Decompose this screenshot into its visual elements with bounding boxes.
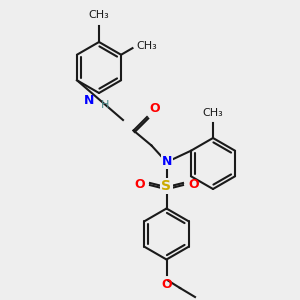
Text: S: S (161, 179, 172, 193)
Text: O: O (188, 178, 199, 191)
Text: H: H (101, 100, 109, 110)
Text: N: N (162, 155, 172, 168)
Text: CH₃: CH₃ (88, 11, 110, 20)
Text: O: O (149, 102, 160, 115)
Text: N: N (84, 94, 94, 106)
Text: CH₃: CH₃ (137, 41, 158, 51)
Text: O: O (161, 278, 172, 290)
Text: CH₃: CH₃ (202, 109, 224, 118)
Text: O: O (134, 178, 145, 191)
